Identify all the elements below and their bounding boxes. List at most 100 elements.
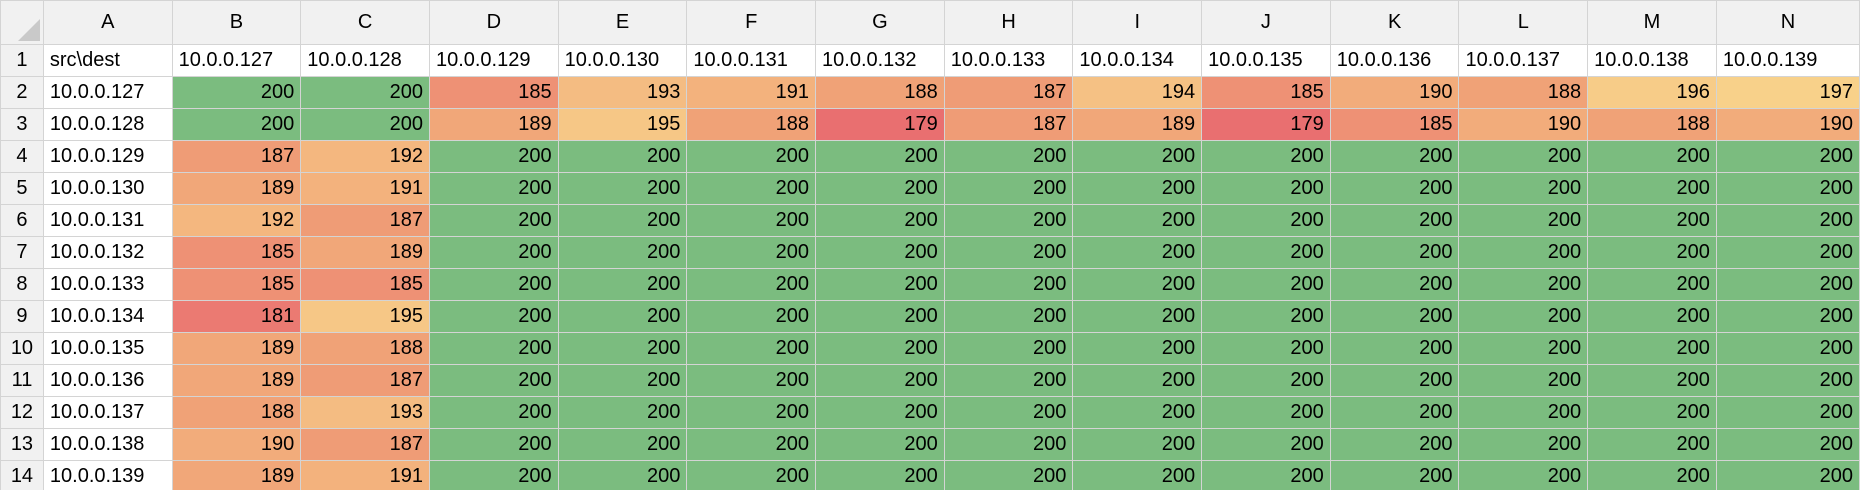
cell-a12[interactable]: 10.0.0.137 <box>42 396 173 429</box>
cell-j5[interactable]: 200 <box>1201 172 1331 205</box>
cell-j6[interactable]: 200 <box>1201 204 1331 237</box>
cell-e13[interactable]: 200 <box>557 428 688 461</box>
cell-j3[interactable]: 179 <box>1201 108 1331 141</box>
cell-l8[interactable]: 200 <box>1458 268 1589 301</box>
cell-a4[interactable]: 10.0.0.129 <box>42 140 173 173</box>
cell-i7[interactable]: 200 <box>1072 236 1203 269</box>
cell-m6[interactable]: 200 <box>1587 204 1717 237</box>
cell-k3[interactable]: 185 <box>1329 108 1460 141</box>
cell-j10[interactable]: 200 <box>1201 332 1331 365</box>
column-header-d[interactable]: D <box>428 0 559 45</box>
cell-f5[interactable]: 200 <box>686 172 817 205</box>
cell-j2[interactable]: 185 <box>1201 76 1331 109</box>
cell-n12[interactable]: 200 <box>1715 396 1860 429</box>
cell-n10[interactable]: 200 <box>1715 332 1860 365</box>
cell-l10[interactable]: 200 <box>1458 332 1589 365</box>
cell-b13[interactable]: 190 <box>171 428 302 461</box>
cell-c1[interactable]: 10.0.0.128 <box>300 44 430 77</box>
cell-e9[interactable]: 200 <box>557 300 688 333</box>
cell-h1[interactable]: 10.0.0.133 <box>943 44 1074 77</box>
cell-m12[interactable]: 200 <box>1587 396 1717 429</box>
row-header-1[interactable]: 1 <box>0 44 44 77</box>
cell-j8[interactable]: 200 <box>1201 268 1331 301</box>
cell-g2[interactable]: 188 <box>815 76 945 109</box>
cell-j13[interactable]: 200 <box>1201 428 1331 461</box>
cell-h9[interactable]: 200 <box>943 300 1074 333</box>
cell-m13[interactable]: 200 <box>1587 428 1717 461</box>
cell-m4[interactable]: 200 <box>1587 140 1717 173</box>
cell-a3[interactable]: 10.0.0.128 <box>42 108 173 141</box>
cell-b4[interactable]: 187 <box>171 140 302 173</box>
column-header-a[interactable]: A <box>42 0 173 45</box>
cell-c10[interactable]: 188 <box>300 332 430 365</box>
cell-a5[interactable]: 10.0.0.130 <box>42 172 173 205</box>
cell-d11[interactable]: 200 <box>428 364 559 397</box>
select-all-corner[interactable] <box>0 0 44 45</box>
cell-k13[interactable]: 200 <box>1329 428 1460 461</box>
cell-d7[interactable]: 200 <box>428 236 559 269</box>
column-header-n[interactable]: N <box>1715 0 1860 45</box>
cell-i5[interactable]: 200 <box>1072 172 1203 205</box>
cell-h13[interactable]: 200 <box>943 428 1074 461</box>
row-header-5[interactable]: 5 <box>0 172 44 205</box>
cell-a6[interactable]: 10.0.0.131 <box>42 204 173 237</box>
cell-j11[interactable]: 200 <box>1201 364 1331 397</box>
cell-c14[interactable]: 191 <box>300 460 430 490</box>
cell-g11[interactable]: 200 <box>815 364 945 397</box>
cell-j4[interactable]: 200 <box>1201 140 1331 173</box>
cell-h2[interactable]: 187 <box>943 76 1074 109</box>
cell-b1[interactable]: 10.0.0.127 <box>171 44 302 77</box>
cell-a8[interactable]: 10.0.0.133 <box>42 268 173 301</box>
cell-n2[interactable]: 197 <box>1715 76 1860 109</box>
cell-i3[interactable]: 189 <box>1072 108 1203 141</box>
cell-b11[interactable]: 189 <box>171 364 302 397</box>
cell-n13[interactable]: 200 <box>1715 428 1860 461</box>
cell-f7[interactable]: 200 <box>686 236 817 269</box>
row-header-7[interactable]: 7 <box>0 236 44 269</box>
cell-h8[interactable]: 200 <box>943 268 1074 301</box>
cell-j7[interactable]: 200 <box>1201 236 1331 269</box>
column-header-j[interactable]: J <box>1201 0 1331 45</box>
cell-e6[interactable]: 200 <box>557 204 688 237</box>
cell-m9[interactable]: 200 <box>1587 300 1717 333</box>
cell-i14[interactable]: 200 <box>1072 460 1203 490</box>
cell-g14[interactable]: 200 <box>815 460 945 490</box>
cell-a7[interactable]: 10.0.0.132 <box>42 236 173 269</box>
cell-c13[interactable]: 187 <box>300 428 430 461</box>
row-header-8[interactable]: 8 <box>0 268 44 301</box>
cell-l9[interactable]: 200 <box>1458 300 1589 333</box>
cell-l14[interactable]: 200 <box>1458 460 1589 490</box>
cell-i2[interactable]: 194 <box>1072 76 1203 109</box>
cell-g10[interactable]: 200 <box>815 332 945 365</box>
cell-l6[interactable]: 200 <box>1458 204 1589 237</box>
cell-a9[interactable]: 10.0.0.134 <box>42 300 173 333</box>
cell-f1[interactable]: 10.0.0.131 <box>686 44 817 77</box>
cell-g7[interactable]: 200 <box>815 236 945 269</box>
cell-g3[interactable]: 179 <box>815 108 945 141</box>
cell-d8[interactable]: 200 <box>428 268 559 301</box>
cell-i4[interactable]: 200 <box>1072 140 1203 173</box>
cell-c4[interactable]: 192 <box>300 140 430 173</box>
cell-f9[interactable]: 200 <box>686 300 817 333</box>
cell-b10[interactable]: 189 <box>171 332 302 365</box>
cell-m8[interactable]: 200 <box>1587 268 1717 301</box>
cell-n8[interactable]: 200 <box>1715 268 1860 301</box>
column-header-h[interactable]: H <box>943 0 1074 45</box>
column-header-b[interactable]: B <box>171 0 302 45</box>
cell-c8[interactable]: 185 <box>300 268 430 301</box>
cell-e12[interactable]: 200 <box>557 396 688 429</box>
cell-a10[interactable]: 10.0.0.135 <box>42 332 173 365</box>
cell-i8[interactable]: 200 <box>1072 268 1203 301</box>
cell-m11[interactable]: 200 <box>1587 364 1717 397</box>
cell-l11[interactable]: 200 <box>1458 364 1589 397</box>
cell-k8[interactable]: 200 <box>1329 268 1460 301</box>
column-header-f[interactable]: F <box>686 0 817 45</box>
cell-j9[interactable]: 200 <box>1201 300 1331 333</box>
cell-n14[interactable]: 200 <box>1715 460 1860 490</box>
cell-f12[interactable]: 200 <box>686 396 817 429</box>
cell-n6[interactable]: 200 <box>1715 204 1860 237</box>
cell-h4[interactable]: 200 <box>943 140 1074 173</box>
cell-a14[interactable]: 10.0.0.139 <box>42 460 173 490</box>
cell-b14[interactable]: 189 <box>171 460 302 490</box>
cell-i13[interactable]: 200 <box>1072 428 1203 461</box>
